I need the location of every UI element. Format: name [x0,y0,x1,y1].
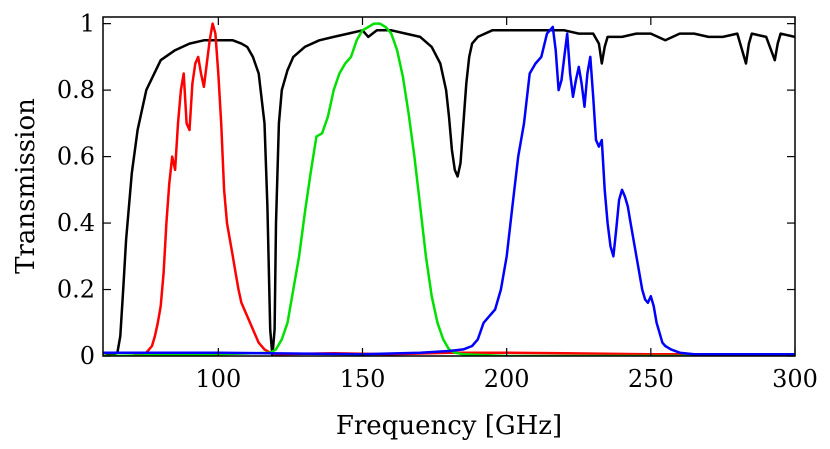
series-line-band-90 [103,22,795,356]
y-tick-label: 0.4 [57,209,95,237]
y-tick-label: 0 [80,342,95,370]
plot-frame [102,16,796,357]
series-line-atmosphere [103,29,795,356]
x-tick-label: 300 [772,365,818,393]
series-line-band-220 [103,25,795,356]
series-line-band-150 [103,22,795,356]
x-axis-title: Frequency [GHz] [336,411,562,441]
y-tick-label: 0.8 [57,76,95,104]
y-tick-label: 0.2 [57,276,95,304]
series-layer [103,22,795,356]
tick-layer: 100 150 200 250 300 0 0.2 0.4 0.6 0.8 1 [57,10,818,393]
x-tick-label: 100 [195,365,241,393]
y-tick-label: 1 [80,10,95,38]
x-tick-label: 150 [340,365,386,393]
x-tick-label: 250 [628,365,674,393]
y-tick-label: 0.6 [57,143,95,171]
y-axis-title: Transmission [11,98,41,274]
x-tick-label: 200 [484,365,530,393]
